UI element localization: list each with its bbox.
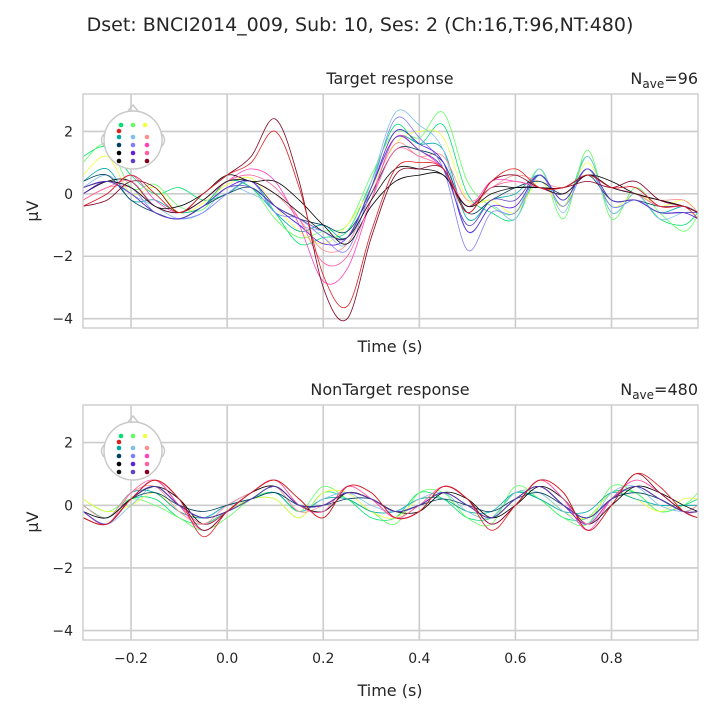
target-nave: Nave=96 bbox=[630, 69, 698, 91]
nontarget-xtick-label: 0.8 bbox=[600, 651, 622, 667]
target-sensor-dot bbox=[130, 158, 136, 164]
nontarget-ylabel: µV bbox=[23, 511, 42, 532]
target-nave-label: N bbox=[630, 69, 642, 88]
target-sensor-dot bbox=[144, 158, 150, 164]
target-sensor-head-inset bbox=[100, 103, 166, 170]
nontarget-nave-sub: ave bbox=[632, 388, 654, 402]
target-ylabel: µV bbox=[23, 200, 42, 221]
nontarget-sensor-dot bbox=[144, 469, 150, 475]
nontarget-sensor-dot bbox=[130, 433, 136, 439]
nontarget-axes-frame bbox=[82, 404, 699, 641]
target-response-panel: Target response Nave=96 20−2−4 Time (s) … bbox=[23, 69, 699, 356]
nontarget-sensor-dot bbox=[130, 469, 136, 475]
target-channel-trace bbox=[82, 116, 699, 253]
nontarget-channel-trace bbox=[82, 472, 699, 538]
target-sensor-dot bbox=[116, 158, 122, 164]
target-head-nose bbox=[127, 103, 139, 112]
target-traces bbox=[82, 109, 699, 322]
target-channel-trace bbox=[82, 111, 699, 239]
target-channel-trace bbox=[82, 118, 699, 322]
nontarget-head-nose bbox=[127, 414, 139, 423]
target-head-right-ear bbox=[161, 133, 166, 147]
nontarget-sensor-dot bbox=[118, 433, 124, 439]
target-nave-sub: ave bbox=[642, 77, 664, 91]
target-channel-trace bbox=[82, 135, 698, 241]
target-axes-frame bbox=[82, 93, 699, 329]
nontarget-nave: Nave=480 bbox=[620, 380, 698, 402]
nontarget-ytick-label: 0 bbox=[64, 498, 73, 514]
nontarget-sensor-dot bbox=[144, 461, 150, 467]
nontarget-sensor-dot bbox=[130, 461, 136, 467]
target-sensor-dot bbox=[144, 134, 150, 140]
nontarget-sensor-dot bbox=[116, 469, 122, 475]
target-sensor-dot bbox=[130, 142, 136, 148]
target-yticks: 2 0 −2 −4 bbox=[52, 124, 73, 327]
target-sensor-dot bbox=[116, 142, 122, 148]
target-sensor-dot bbox=[144, 142, 150, 148]
target-channel-trace bbox=[82, 146, 699, 234]
figure-suptitle: Dset: BNCI2014_009, Sub: 10, Ses: 2 (Ch:… bbox=[87, 14, 634, 36]
target-sensor-dot bbox=[130, 122, 136, 128]
target-ytick-label: 0 bbox=[64, 187, 73, 203]
nontarget-sensor-dot bbox=[116, 439, 122, 445]
nontarget-sensor-dot bbox=[116, 461, 122, 467]
nontarget-ytick-label: 2 bbox=[64, 436, 73, 452]
nontarget-sensor-dot bbox=[130, 453, 136, 459]
nontarget-ytick-label: −4 bbox=[52, 624, 73, 640]
nontarget-yticks: 2 0 −2 −4 bbox=[52, 436, 73, 640]
target-sensor-dot bbox=[130, 150, 136, 156]
target-nave-value: =96 bbox=[664, 69, 698, 88]
target-head-left-ear bbox=[100, 133, 105, 147]
nontarget-grid bbox=[83, 405, 698, 640]
nontarget-xtick-label: 0.4 bbox=[408, 651, 430, 667]
target-xlabel: Time (s) bbox=[356, 337, 422, 356]
target-channel-trace bbox=[82, 172, 699, 245]
nontarget-sensor-dot bbox=[130, 445, 136, 451]
target-ytick-label: −2 bbox=[52, 249, 73, 265]
nontarget-sensor-dot bbox=[142, 433, 148, 439]
target-sensor-dot bbox=[144, 150, 150, 156]
nontarget-head-right-ear bbox=[161, 444, 166, 458]
nontarget-xtick-label: −0.2 bbox=[114, 651, 148, 667]
nontarget-sensor-dot bbox=[144, 453, 150, 459]
target-channel-trace bbox=[82, 130, 699, 309]
nontarget-sensor-dot bbox=[116, 453, 122, 459]
nontarget-nave-value: =480 bbox=[654, 380, 698, 399]
nontarget-xtick-label: 0.2 bbox=[312, 651, 334, 667]
nontarget-ytick-label: −2 bbox=[52, 561, 73, 577]
target-sensor-dot bbox=[130, 134, 136, 140]
target-sensor-dot bbox=[116, 128, 122, 134]
nontarget-sensor-head-inset bbox=[100, 414, 166, 481]
nontarget-xticks: −0.2 0.0 0.2 0.4 0.6 0.8 bbox=[114, 651, 623, 667]
nontarget-xtick-label: 0.0 bbox=[216, 651, 238, 667]
target-ytick-label: 2 bbox=[64, 124, 73, 140]
target-ytick-label: −4 bbox=[52, 312, 73, 328]
target-sensor-dot bbox=[118, 122, 124, 128]
nontarget-xlabel: Time (s) bbox=[356, 681, 422, 700]
target-channel-trace bbox=[82, 129, 699, 246]
nontarget-xtick-label: 0.6 bbox=[504, 651, 526, 667]
nontarget-channel-trace bbox=[82, 484, 699, 531]
target-title: Target response bbox=[325, 69, 453, 88]
nontarget-response-panel: NonTarget response Nave=480 2 0 −2 −4 −0.2 0… bbox=[23, 380, 699, 700]
nontarget-sensor-dot bbox=[116, 445, 122, 451]
nontarget-head-left-ear bbox=[100, 444, 105, 458]
target-sensor-dot bbox=[116, 134, 122, 140]
nontarget-title: NonTarget response bbox=[310, 380, 469, 399]
target-sensor-dot bbox=[116, 150, 122, 156]
nontarget-nave-label: N bbox=[620, 380, 632, 399]
target-sensor-dot bbox=[142, 122, 148, 128]
nontarget-traces bbox=[82, 472, 699, 538]
nontarget-sensor-dot bbox=[144, 445, 150, 451]
